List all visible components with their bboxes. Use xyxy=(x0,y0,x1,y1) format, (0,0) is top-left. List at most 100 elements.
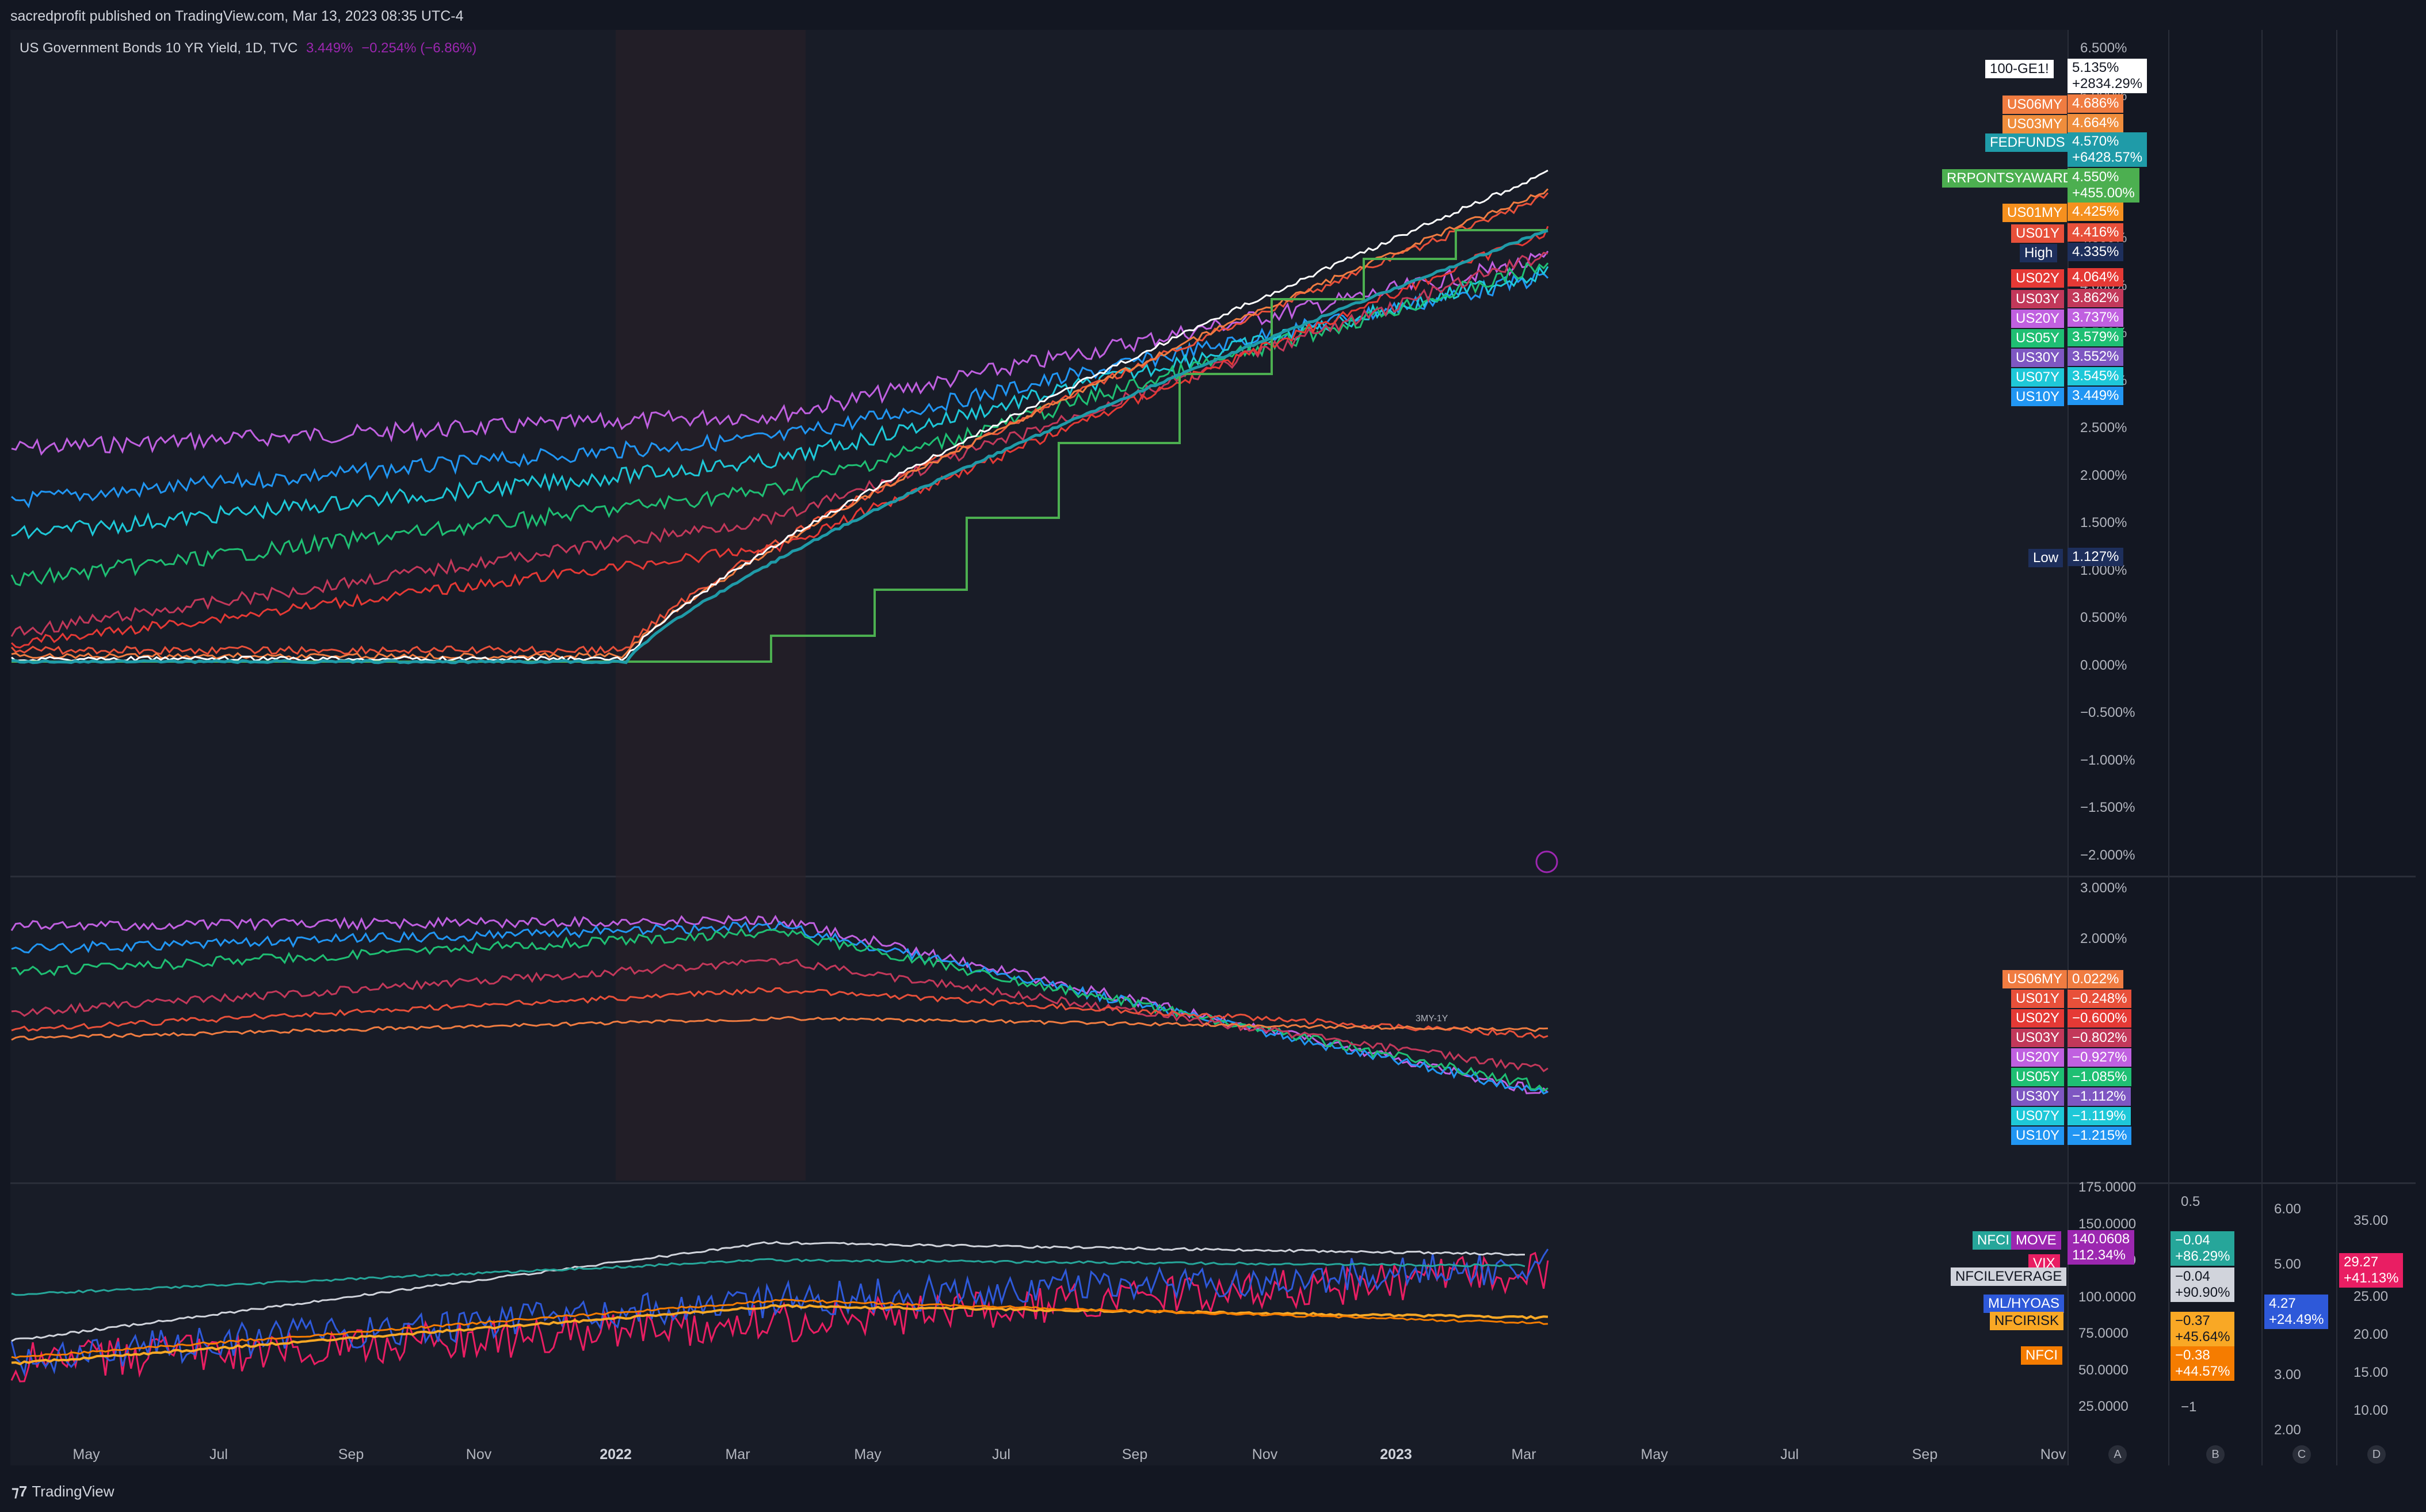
scale-b-value-1: −0.04 +86.29% xyxy=(2171,1231,2235,1266)
scale-c-value-1: 4.27 +24.49% xyxy=(2264,1295,2329,1329)
tag2-value-us20y: −0.927% xyxy=(2068,1048,2132,1067)
scale-button-d[interactable]: D xyxy=(2367,1445,2386,1464)
scale-button-a[interactable]: A xyxy=(2108,1445,2127,1464)
axis-label-pane1: 1.500% xyxy=(2080,515,2127,530)
brand-text: TradingView xyxy=(32,1483,115,1500)
tag2-value-us06my: 0.022% xyxy=(2068,970,2124,988)
tag2-label-us07y: US07Y xyxy=(2011,1107,2065,1125)
tag-value-us02y: 4.064% xyxy=(2068,268,2124,287)
tag-value-high: 4.335% xyxy=(2068,243,2124,261)
axis-a-label: 50.0000 xyxy=(2078,1362,2129,1378)
main-series-legend[interactable]: US Government Bonds 10 YR Yield, 1D, TVC… xyxy=(20,40,476,56)
time-label: Nov xyxy=(1252,1446,1278,1463)
tag-value-text: 4.686% xyxy=(2072,96,2119,111)
pane-separator-1[interactable] xyxy=(10,876,2416,877)
series-100-ge1 xyxy=(11,169,1548,662)
tag2-value-us07y: −1.119% xyxy=(2068,1107,2131,1125)
time-label: Sep xyxy=(1122,1446,1148,1463)
time-label: 2022 xyxy=(600,1446,632,1463)
tag2-label-us01y: US01Y xyxy=(2011,990,2065,1008)
axis-label-pane1: 0.000% xyxy=(2080,657,2127,673)
series-change: −0.254% (−6.86%) xyxy=(361,40,477,56)
brand: ⁊7 TradingView xyxy=(12,1483,114,1500)
move-tag-value: 140.0608 112.34% xyxy=(2068,1230,2135,1265)
tag-value-text: 4.335% xyxy=(2072,244,2119,259)
series-us07y xyxy=(11,265,1549,540)
time-label: Jul xyxy=(992,1446,1010,1463)
tag-label-low: Low xyxy=(2028,549,2063,567)
move-change: 112.34% xyxy=(2072,1247,2126,1263)
tag-change-text: +2834.29% xyxy=(2072,76,2143,91)
tag-value-text: 4.664% xyxy=(2072,115,2119,131)
axis-a-label: 100.0000 xyxy=(2078,1289,2137,1305)
tag-label-us06my: US06MY xyxy=(2002,96,2068,114)
axis-a-label: 25.0000 xyxy=(2078,1399,2129,1414)
axis-a-label: 75.0000 xyxy=(2078,1326,2129,1341)
tag2-label-us10y: US10Y xyxy=(2011,1127,2065,1145)
scale-b-value-4: −0.38 +44.57% xyxy=(2171,1346,2235,1381)
tag-value-us03y: 3.862% xyxy=(2068,289,2124,307)
tag2-label-us05y: US05Y xyxy=(2011,1068,2065,1086)
axis-label-pane2: 2.000% xyxy=(2080,931,2127,946)
tag-label-fedfunds: FEDFUNDS xyxy=(1985,133,2070,152)
tag-value-text: 3.862% xyxy=(2072,290,2119,306)
tag-value-100-ge1!: 5.135% +2834.29% xyxy=(2068,59,2147,93)
tag2-value-us02y: −0.600% xyxy=(2068,1009,2132,1028)
series3-nfcirisk xyxy=(11,1304,1548,1365)
tag2-label-us02y: US02Y xyxy=(2011,1009,2065,1028)
mlhyoas-tag: ML/HYOAS xyxy=(1983,1295,2065,1313)
tag-label-100-ge1!: 100-GE1! xyxy=(1985,60,2054,78)
d1-value: 29.27 xyxy=(2344,1254,2379,1270)
time-label: 2023 xyxy=(1380,1446,1412,1463)
scale-button-b[interactable]: B xyxy=(2206,1445,2225,1464)
chart-area[interactable] xyxy=(10,30,2068,1465)
tag-value-text: 3.545% xyxy=(2072,368,2119,384)
tag-value-us06my: 4.686% xyxy=(2068,94,2124,113)
scale-button-c[interactable]: C xyxy=(2293,1445,2311,1464)
b3-change: +45.64% xyxy=(2175,1329,2230,1345)
b4-change: +44.57% xyxy=(2175,1364,2230,1379)
b4-value: −0.38 xyxy=(2175,1347,2210,1363)
tag-value-text: 4.550% xyxy=(2072,169,2119,185)
tag2-value-us10y: −1.215% xyxy=(2068,1127,2132,1145)
time-label: Nov xyxy=(466,1446,492,1463)
tag2-label-us20y: US20Y xyxy=(2011,1048,2065,1067)
series-rrpontsyaward xyxy=(12,229,1548,663)
tag-value-us01y: 4.416% xyxy=(2068,223,2124,242)
axis-d-label: 20.00 xyxy=(2353,1327,2389,1342)
b2-change: +90.90% xyxy=(2175,1285,2230,1300)
tag-value-text: 3.737% xyxy=(2072,310,2119,325)
scale-b-value-2: −0.04 +90.90% xyxy=(2171,1267,2235,1302)
axis-label-pane1: −1.500% xyxy=(2080,800,2135,815)
scale-d-border xyxy=(2336,30,2337,1465)
series3-nfci-teal xyxy=(11,1258,1525,1296)
axis-c-label: 2.00 xyxy=(2274,1422,2301,1438)
axis-d-label: 35.00 xyxy=(2353,1213,2389,1228)
price-scale-border xyxy=(2068,30,2069,1465)
tag-value-us10y: 3.449% xyxy=(2068,387,2124,405)
tag-label-us01my: US01MY xyxy=(2002,204,2068,222)
tag-label-high: High xyxy=(2020,244,2058,262)
tag-value-text: 3.579% xyxy=(2072,329,2119,345)
series-us20y xyxy=(11,250,1549,456)
axis-label-pane1: 2.500% xyxy=(2080,420,2127,436)
tag-label-us20y: US20Y xyxy=(2011,310,2065,328)
tag-value-text: 1.127% xyxy=(2072,549,2119,564)
tradingview-logo-icon: ⁊7 xyxy=(12,1483,28,1500)
time-label: Mar xyxy=(1511,1446,1536,1463)
tag2-value-us01y: −0.248% xyxy=(2068,990,2132,1008)
tag2-label-us03y: US03Y xyxy=(2011,1029,2065,1047)
tag-value-text: 4.425% xyxy=(2072,204,2119,219)
lightning-icon[interactable] xyxy=(1535,850,1558,873)
time-label: Jul xyxy=(209,1446,228,1463)
publisher-info: sacredprofit published on TradingView.co… xyxy=(10,8,464,24)
c1-change: +24.49% xyxy=(2269,1312,2324,1327)
pane-separator-2[interactable] xyxy=(10,1182,2416,1184)
series3-vix xyxy=(10,1251,1549,1383)
nfcirisk-tag: NFCIRISK xyxy=(1990,1312,2064,1330)
time-label: Sep xyxy=(338,1446,364,1463)
tag-value-us30y: 3.552% xyxy=(2068,348,2124,366)
tag-label-us03y: US03Y xyxy=(2011,290,2065,308)
tag-value-text: 4.416% xyxy=(2072,224,2119,240)
